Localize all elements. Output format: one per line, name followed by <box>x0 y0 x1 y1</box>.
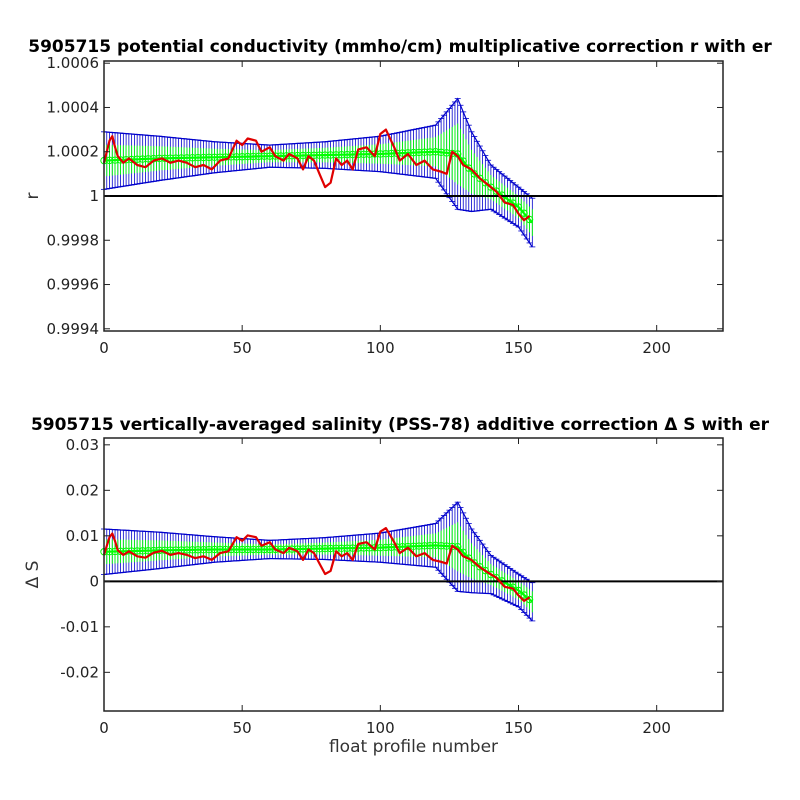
ytick-label: 1.0006 <box>47 54 100 72</box>
ytick-label: 0.9998 <box>47 231 100 249</box>
chart-title-bottom: 5905715 vertically-averaged salinity (PS… <box>31 415 770 435</box>
ytick-label: -0.02 <box>60 663 99 681</box>
xtick-label: 200 <box>642 339 671 357</box>
ytick-label: 1.0004 <box>47 98 100 116</box>
xtick-label: 0 <box>99 339 109 357</box>
ytick-label: 1.0002 <box>47 143 100 161</box>
yticks-bottom: -0.02 -0.01 0 0.01 0.02 0.03 <box>60 436 723 681</box>
ytick-label: 0.02 <box>66 481 99 499</box>
xticks-bottom: 0 50 100 150 200 <box>99 438 671 737</box>
ytick-label: 0.01 <box>66 527 99 545</box>
ylabel-top: r <box>23 193 43 200</box>
xtick-label: 100 <box>366 339 395 357</box>
error-envelope-lower <box>103 166 533 248</box>
chart-title-top: 5905715 potential conductivity (mmho/cm)… <box>28 37 772 57</box>
xtick-label: 50 <box>233 719 252 737</box>
data-line-top <box>102 128 531 222</box>
ytick-label: 1 <box>89 187 99 205</box>
panel-top: 5905715 potential conductivity (mmho/cm)… <box>23 37 772 357</box>
xtick-label: 0 <box>99 719 109 737</box>
xticks-top: 0 50 100 150 200 <box>99 61 671 357</box>
ytick-label: 0.9996 <box>47 276 100 294</box>
axes-frame-bottom <box>103 437 724 712</box>
xtick-label: 50 <box>233 339 252 357</box>
yticks-top: 0.9994 0.9996 0.9998 1 1.0002 1.0004 1.0006 <box>47 54 723 338</box>
fit-line <box>103 544 534 603</box>
xtick-label: 150 <box>504 719 533 737</box>
error-envelope-lower <box>103 557 533 622</box>
data-line-bottom <box>102 526 531 603</box>
fit-line <box>103 150 534 224</box>
ylabel-bottom: Δ S <box>23 561 43 589</box>
ytick-label: 0.9994 <box>47 320 100 338</box>
ytick-label: 0 <box>89 572 99 590</box>
ytick-label: -0.01 <box>60 618 99 636</box>
xlabel-bottom: float profile number <box>329 737 498 757</box>
xtick-label: 150 <box>504 339 533 357</box>
error-envelope-upper <box>103 97 533 199</box>
ytick-label: 0.03 <box>66 436 99 454</box>
xtick-label: 100 <box>366 719 395 737</box>
error-envelope-upper <box>103 501 533 584</box>
xtick-label: 200 <box>642 719 671 737</box>
panel-bottom: 5905715 vertically-averaged salinity (PS… <box>23 415 770 757</box>
